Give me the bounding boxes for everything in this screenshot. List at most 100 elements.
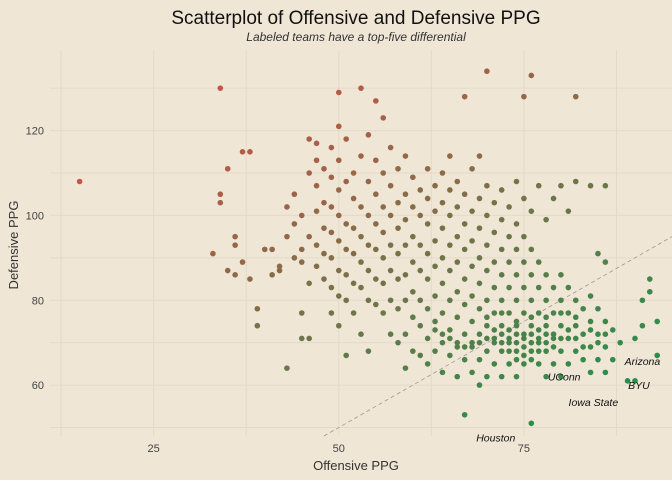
data-point: [432, 208, 438, 214]
data-point: [373, 246, 379, 253]
data-point: [476, 280, 483, 287]
data-point: [535, 284, 542, 291]
data-point: [298, 335, 305, 342]
team-labels: Arizona BYU UConn Iowa State Houston: [476, 356, 660, 444]
data-point: [461, 344, 468, 350]
data-point: [646, 288, 653, 295]
data-point: [535, 310, 542, 316]
data-point: [343, 246, 349, 253]
data-point: [410, 174, 416, 181]
data-point: [432, 327, 438, 333]
data-point: [313, 263, 320, 270]
data-point: [432, 318, 438, 325]
data-point: [506, 259, 512, 265]
grid: [50, 50, 672, 436]
data-point: [447, 187, 453, 193]
data-point: [639, 322, 646, 329]
data-point: [602, 331, 609, 337]
data-point: [424, 305, 431, 312]
x-tick-label: 50: [333, 443, 345, 455]
data-point: [432, 263, 438, 270]
data-point: [461, 93, 468, 100]
data-point: [454, 233, 461, 240]
data-point: [498, 331, 505, 337]
data-point: [321, 250, 327, 257]
data-point: [321, 165, 327, 172]
team-label: Houston: [476, 432, 515, 444]
data-point: [365, 242, 372, 248]
data-point: [484, 314, 490, 321]
data-point: [513, 318, 520, 325]
data-point: [365, 267, 372, 274]
data-point: [424, 276, 431, 282]
data-point: [454, 339, 461, 346]
data-point: [387, 212, 394, 219]
data-point: [380, 115, 387, 121]
data-point: [646, 276, 653, 282]
data-point: [358, 153, 364, 159]
data-point: [380, 310, 387, 316]
data-point: [321, 225, 327, 231]
data-point: [558, 182, 564, 189]
data-point: [269, 272, 275, 278]
data-point: [395, 165, 401, 172]
x-tick-label: 25: [148, 443, 160, 455]
data-point: [550, 331, 557, 337]
data-point: [313, 208, 320, 214]
data-point: [410, 288, 416, 295]
data-point: [572, 93, 579, 100]
data-point: [350, 225, 357, 231]
data-point: [498, 322, 505, 329]
data-point: [609, 327, 616, 333]
data-point: [269, 246, 275, 253]
data-point: [321, 199, 327, 206]
data-point: [476, 339, 483, 346]
data-point: [461, 221, 468, 227]
data-point: [284, 365, 290, 371]
data-point: [632, 378, 638, 384]
data-point: [484, 322, 490, 329]
data-point: [521, 284, 527, 291]
data-point: [521, 361, 527, 367]
data-point: [298, 259, 305, 265]
data-point: [306, 335, 312, 342]
data-point: [328, 204, 335, 210]
data-point: [224, 165, 231, 172]
data-point: [580, 305, 586, 312]
data-point: [402, 365, 409, 371]
data-points: [76, 68, 660, 427]
data-point: [410, 233, 416, 240]
data-point: [498, 297, 505, 304]
data-point: [565, 310, 572, 316]
data-point: [476, 331, 483, 337]
data-point: [424, 195, 431, 202]
data-point: [328, 174, 335, 181]
data-point: [513, 331, 520, 337]
data-point: [417, 242, 424, 248]
data-point: [543, 348, 549, 354]
data-point: [380, 204, 387, 210]
data-point: [380, 170, 387, 176]
data-point: [284, 204, 290, 210]
data-point: [543, 322, 549, 329]
data-point: [498, 373, 505, 380]
data-point: [432, 348, 438, 354]
data-point: [528, 348, 535, 354]
data-point: [343, 272, 349, 278]
data-point: [535, 348, 542, 354]
data-point: [380, 255, 387, 261]
team-label: Iowa State: [569, 397, 619, 409]
data-point: [395, 199, 401, 206]
data-point: [513, 322, 520, 329]
data-point: [335, 267, 342, 274]
data-point: [521, 344, 527, 350]
data-point: [469, 344, 475, 350]
data-point: [439, 170, 446, 176]
y-axis-label: Defensive PPG: [6, 201, 21, 290]
y-tick-label: 120: [26, 126, 44, 138]
data-point: [506, 335, 512, 342]
data-point: [439, 310, 446, 316]
data-point: [232, 242, 238, 248]
y-tick-label: 80: [32, 295, 44, 307]
data-point: [565, 208, 572, 214]
